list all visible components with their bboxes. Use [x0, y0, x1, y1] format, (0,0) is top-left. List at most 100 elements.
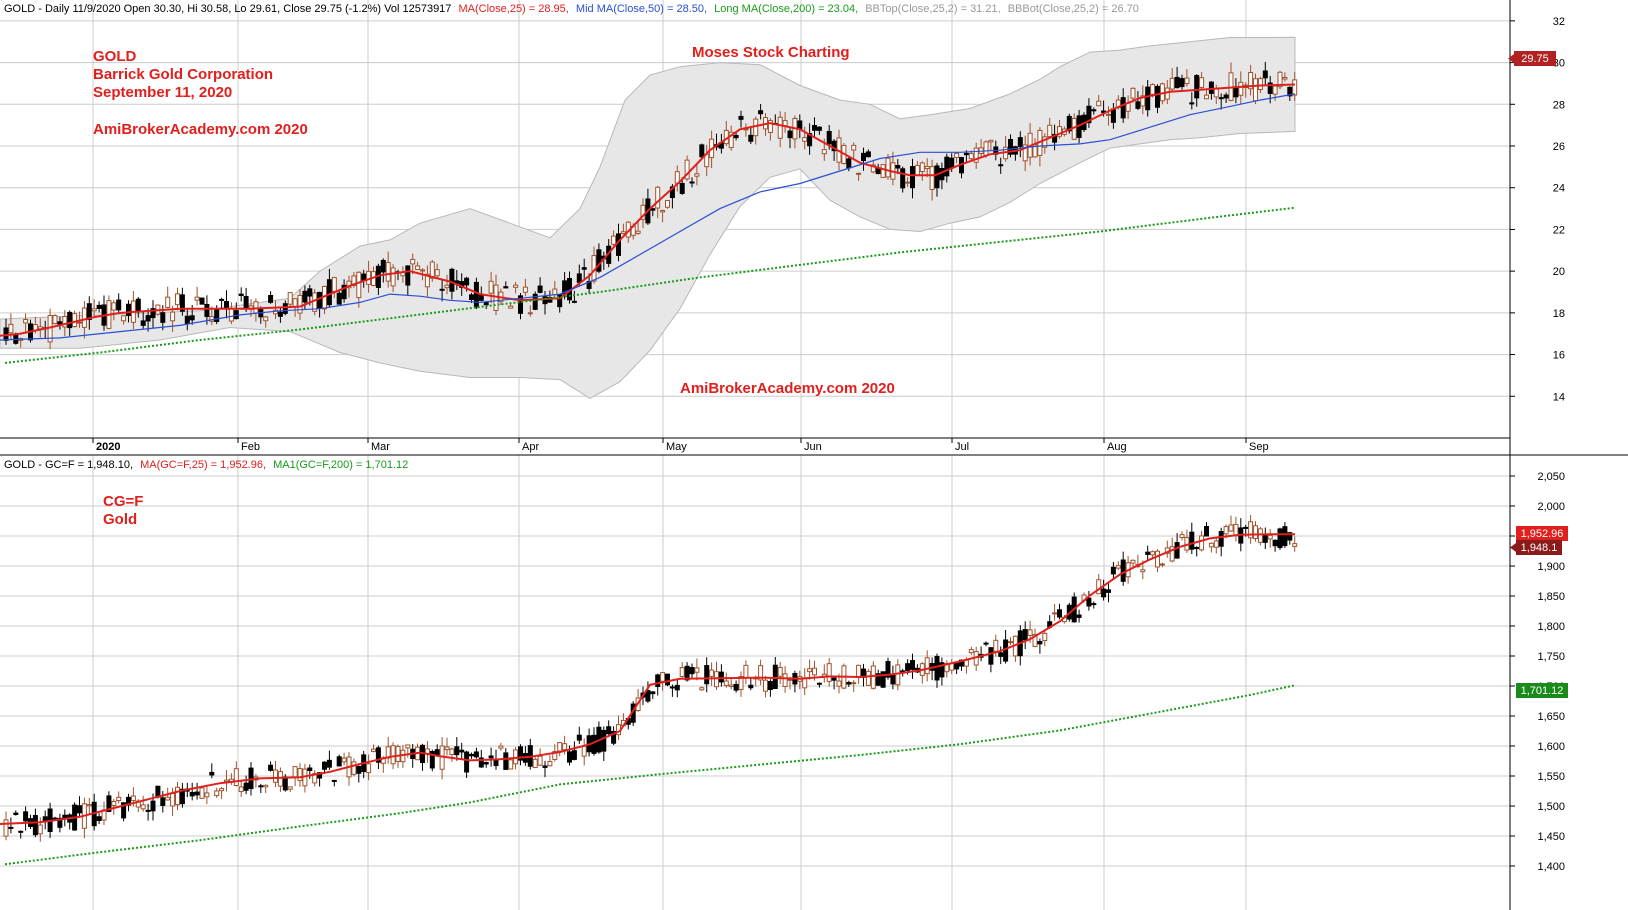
top-candle-body — [1272, 85, 1278, 95]
bottom-candle-body — [576, 734, 582, 741]
top-candle-body — [1282, 76, 1288, 80]
bottom-candle-body — [718, 671, 724, 683]
top-candle-body — [660, 210, 666, 213]
top-candle-body — [1267, 82, 1273, 94]
top-candle-body — [1233, 86, 1239, 98]
top-price-label: 26 — [1553, 141, 1565, 153]
bottom-candle-body — [571, 750, 577, 760]
top-candle-body — [224, 301, 229, 308]
bottom-candle-body — [532, 758, 538, 768]
bottom-candle-body — [518, 746, 523, 761]
top-candle-body — [1189, 102, 1195, 105]
top-candle-body — [738, 115, 744, 120]
top-candle-body — [552, 288, 558, 296]
bottom-candle-body — [150, 800, 156, 812]
bottom-candle-body — [508, 759, 514, 770]
top-candle-body — [1248, 71, 1254, 90]
bottom-candle-body — [356, 766, 362, 774]
bottom-candle-body — [1208, 542, 1214, 548]
bottom-candle-body — [812, 667, 817, 676]
bottom-candle-body — [336, 756, 342, 767]
top-candle-body — [1086, 105, 1092, 124]
top-candle-body — [1174, 76, 1180, 89]
bottom-candle-body — [13, 812, 19, 816]
bottom-candle-body — [851, 682, 857, 685]
bottom-candle-body — [488, 755, 494, 759]
bottom-header-ma1: MA1(GC=F,200) = 1,701.12 — [273, 459, 408, 471]
top-candle-body — [949, 157, 955, 169]
top-candle-body — [351, 275, 357, 286]
top-candle-body — [8, 323, 14, 334]
top-candle-body — [513, 284, 519, 288]
bottom-candle-body — [723, 680, 729, 687]
bottom-candle-body — [478, 757, 484, 768]
bottom-price-label: 1,550 — [1537, 771, 1565, 783]
top-header-title: GOLD - Daily 11/9/2020 Open 30.30, Hi 30… — [4, 3, 451, 15]
bottom-candle-body — [591, 734, 597, 754]
bottom-candle-body — [297, 768, 303, 782]
top-candle-body — [802, 137, 808, 142]
bottom-candle-body — [865, 670, 871, 686]
top-candle-body — [596, 249, 602, 272]
top-candle-body — [464, 277, 470, 286]
bottom-candle-body — [709, 669, 715, 677]
top-candle-body — [831, 140, 837, 152]
month-label: Sep — [1249, 441, 1269, 453]
top-candle-body — [228, 308, 234, 322]
bottom-candle-body — [1155, 550, 1160, 568]
bottom-candle-body — [567, 751, 572, 763]
top-candle-body — [23, 319, 29, 324]
bottom-candle-body — [1086, 597, 1092, 607]
bottom-candle-body — [910, 660, 915, 670]
annotation-ticker: GOLD — [93, 48, 136, 65]
top-candle-body — [1057, 126, 1062, 137]
bottom-candle-body — [704, 665, 710, 685]
bottom-candle-body — [699, 687, 705, 691]
bottom-candle-body — [233, 768, 239, 787]
top-candle-body — [880, 164, 886, 178]
moving-average-layer — [0, 83, 1296, 866]
top-candle-body — [307, 288, 313, 297]
top-candle-body — [851, 144, 857, 151]
top-candle-body — [1184, 77, 1190, 85]
top-candle-body — [748, 134, 754, 142]
bottom-candle-body — [322, 761, 327, 770]
top-candle-body — [576, 273, 582, 283]
bottom-candle-body — [199, 787, 205, 799]
bottom-candle-body — [782, 673, 788, 687]
top-candle-body — [503, 286, 509, 289]
top-candle-body — [390, 267, 396, 287]
top-candle-body — [689, 181, 695, 184]
top-candle-body — [1052, 133, 1058, 143]
top-candle-body — [111, 302, 117, 311]
top-price-label: 24 — [1553, 183, 1565, 195]
top-candle-body — [140, 320, 146, 326]
bottom-candle-body — [23, 811, 29, 822]
bottom-candle-body — [831, 677, 837, 681]
bottom-candle-body — [767, 680, 773, 691]
top-candle-body — [385, 262, 391, 282]
bottom-candle-body — [145, 809, 151, 812]
month-label: Jul — [955, 441, 969, 453]
top-candle-body — [1253, 78, 1258, 102]
bottom-candle-body — [273, 769, 278, 783]
top-annotation-block: GOLD Barrick Gold Corporation September … — [93, 44, 895, 397]
top-candle-body — [62, 316, 68, 328]
top-candle-body — [170, 311, 176, 322]
top-candle-body — [81, 307, 87, 328]
top-candle-body — [900, 168, 906, 189]
top-candle-body — [640, 204, 646, 220]
bottom-candle-body — [1106, 589, 1111, 593]
bottom-ma-label: 1,952.96 — [1521, 528, 1564, 540]
bottom-candle-body — [1287, 532, 1293, 541]
top-header-ma-long: Long MA(Close,200) = 23.04, — [714, 3, 858, 15]
bottom-candle-body — [826, 663, 832, 682]
top-header-line: GOLD - Daily 11/9/2020 Open 30.30, Hi 30… — [4, 3, 1139, 15]
top-candle-body — [238, 293, 244, 296]
bottom-candle-body — [743, 664, 749, 679]
annotation-gold: Gold — [103, 511, 137, 528]
bottom-candle-body — [116, 796, 122, 802]
top-candle-body — [91, 308, 97, 312]
top-candle-body — [194, 296, 200, 301]
top-candle-body — [415, 265, 421, 270]
